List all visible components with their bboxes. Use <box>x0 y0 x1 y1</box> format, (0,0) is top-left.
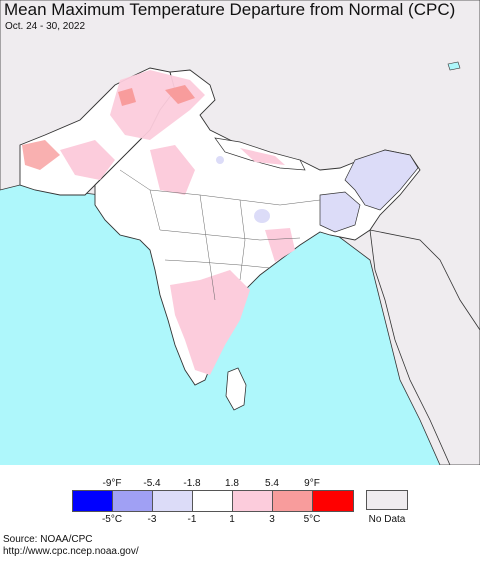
legend-f-label: -1.8 <box>183 478 201 489</box>
legend-swatch <box>193 491 233 511</box>
legend-swatch <box>153 491 193 511</box>
warm-anomaly-south <box>170 270 250 375</box>
source-line: Source: NOAA/CPC <box>3 534 93 545</box>
source-url: http://www.cpc.ncep.noaa.gov/ <box>3 546 139 557</box>
legend-c-label: -5°C <box>101 514 123 525</box>
legend-swatch-row <box>72 490 354 512</box>
warm-anomaly-punjab <box>118 88 136 106</box>
warm-anomaly-balochistan <box>22 140 60 170</box>
legend-f-label: 1.8 <box>225 478 239 489</box>
legend-c-label: 5°C <box>303 514 321 525</box>
state-borders <box>119 169 321 301</box>
neighbor-land-east <box>369 229 480 465</box>
warm-anomaly-east-coast <box>265 228 295 262</box>
legend-c-label: 1 <box>229 514 235 525</box>
warm-anomaly-kashmir <box>165 85 195 104</box>
island <box>447 61 461 71</box>
map-title: Mean Maximum Temperature Departure from … <box>4 0 456 19</box>
sri-lanka-region <box>225 367 247 411</box>
warm-anomaly-nepal <box>240 148 285 165</box>
legend-f-label: -5.4 <box>143 478 161 489</box>
date-range: Oct. 24 - 30, 2022 <box>5 21 86 32</box>
legend-f-label: 9°F <box>304 478 320 489</box>
map-svg <box>0 0 480 465</box>
legend-swatch <box>313 491 353 511</box>
legend-c-label: -1 <box>187 514 197 525</box>
warm-anomaly-sindh <box>60 140 115 180</box>
legend: -9°F -5.4 -1.8 1.8 5.4 9°F -5°C -3 -1 1 … <box>0 470 480 530</box>
legend-swatch <box>273 491 313 511</box>
source-credit: Source: NOAA/CPC http://www.cpc.ncep.noa… <box>3 534 139 558</box>
legend-f-label: -9°F <box>102 478 122 489</box>
legend-swatch <box>113 491 153 511</box>
legend-f-label: 5.4 <box>265 478 279 489</box>
legend-swatch <box>73 491 113 511</box>
legend-swatch <box>233 491 273 511</box>
bangladesh-region <box>319 191 361 233</box>
cool-anomaly-central <box>254 209 270 223</box>
legend-c-label: -3 <box>147 514 157 525</box>
warm-anomaly-rajasthan <box>150 145 195 195</box>
map <box>0 0 480 465</box>
cool-anomaly-north <box>216 156 224 164</box>
no-data-label: No Data <box>368 514 406 525</box>
legend-c-label: 3 <box>269 514 275 525</box>
northeast-india-region <box>344 149 419 211</box>
no-data-swatch <box>366 490 408 510</box>
